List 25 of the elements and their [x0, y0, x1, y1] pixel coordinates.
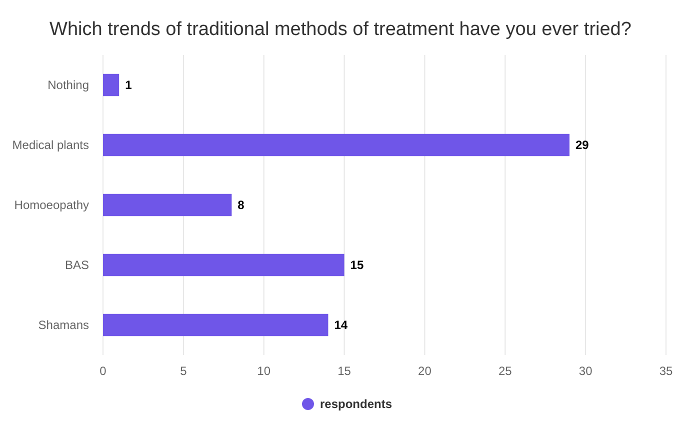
data-label: 1 — [125, 78, 132, 92]
y-tick-label: Homoeopathy — [14, 198, 89, 212]
x-tick-label: 10 — [257, 364, 271, 378]
x-tick-label: 30 — [578, 364, 593, 378]
bar — [103, 314, 328, 336]
x-tick-label: 5 — [180, 364, 188, 378]
y-tick-label: Shamans — [38, 318, 89, 332]
x-tick-label: 25 — [498, 364, 512, 378]
bar — [103, 74, 120, 96]
y-tick-label: BAS — [64, 258, 89, 272]
bar — [103, 134, 570, 156]
data-label: 29 — [575, 138, 590, 152]
chart-title: Which trends of traditional methods of treatment have you ever tried? — [50, 19, 632, 40]
data-label: 15 — [350, 258, 364, 272]
legend-label: respondents — [320, 397, 392, 412]
x-tick-label: 15 — [338, 364, 352, 378]
bar — [103, 254, 344, 276]
data-label: 8 — [238, 198, 245, 212]
y-tick-label: Medical plants — [12, 138, 89, 152]
x-tick-label: 35 — [659, 364, 673, 378]
x-tick-label: 0 — [100, 364, 107, 378]
x-tick-label: 20 — [418, 364, 432, 378]
bar — [103, 194, 232, 216]
data-label: 14 — [334, 318, 348, 332]
y-tick-label: Nothing — [48, 78, 89, 92]
